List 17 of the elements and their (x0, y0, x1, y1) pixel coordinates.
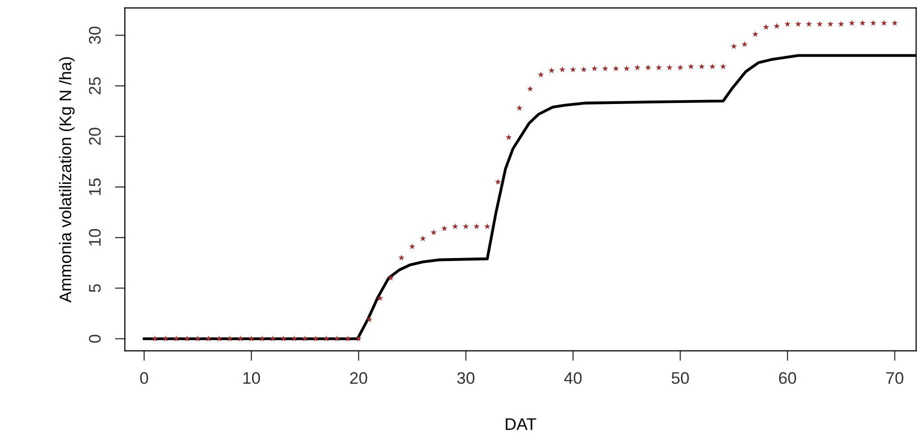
x-tick-label: 50 (672, 372, 689, 384)
x-tick-label: 30 (457, 372, 474, 384)
x-tick-label: 0 (140, 372, 148, 384)
x-tick-label: 10 (243, 372, 260, 384)
y-axis-title: Ammonia volatilization (Kg N /ha) (59, 57, 75, 303)
y-tick-label: 15 (89, 178, 101, 195)
x-tick-label: 40 (564, 372, 582, 384)
y-tick-label: 5 (89, 284, 101, 292)
x-tick-label: 70 (886, 372, 904, 384)
x-tick-label: 60 (779, 372, 796, 384)
x-axis-title: DAT (506, 418, 536, 430)
y-tick-label: 20 (88, 128, 101, 145)
x-tick-label: 20 (350, 372, 368, 384)
y-tick-label: 30 (88, 26, 101, 44)
y-tick-label: 0 (88, 334, 101, 343)
y-tick-label: 10 (88, 228, 101, 246)
y-tick-label: 25 (88, 77, 101, 94)
